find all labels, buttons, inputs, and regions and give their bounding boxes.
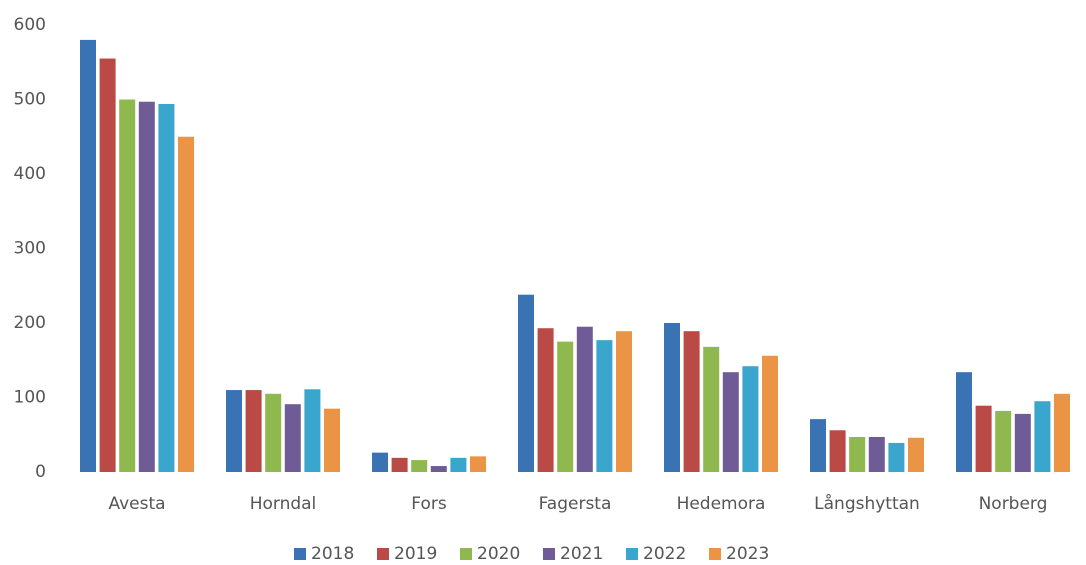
- legend-swatch: [460, 548, 472, 560]
- y-tick-label: 200: [14, 313, 46, 333]
- bar: [616, 331, 632, 472]
- y-tick-label: 300: [14, 239, 46, 259]
- bar: [868, 436, 885, 472]
- bar: [537, 328, 554, 472]
- bar: [742, 366, 759, 472]
- legend-swatch: [377, 548, 389, 560]
- bar: [518, 294, 534, 472]
- legend-swatch: [626, 548, 638, 560]
- bar: [1014, 413, 1031, 472]
- bar: [430, 466, 447, 472]
- bar: [245, 390, 262, 472]
- bar: [1034, 401, 1051, 472]
- y-tick-label: 500: [14, 90, 46, 110]
- x-tick-label: Långshyttan: [814, 493, 920, 514]
- bar: [810, 419, 826, 472]
- bar: [995, 410, 1012, 472]
- bar: [1054, 393, 1070, 472]
- bar: [226, 390, 242, 472]
- y-tick-label: 0: [35, 462, 46, 482]
- bar: [596, 340, 613, 472]
- x-tick-label: Avesta: [108, 494, 165, 514]
- bar: [411, 460, 428, 472]
- bar: [908, 437, 924, 472]
- bar: [722, 372, 739, 472]
- bar: [664, 323, 680, 472]
- legend-label: 2021: [560, 544, 603, 564]
- x-tick-label: Hedemora: [677, 494, 766, 514]
- bar: [80, 39, 96, 473]
- bar: [683, 331, 700, 472]
- bar: [576, 326, 593, 472]
- bar: [703, 346, 720, 472]
- bar: [119, 99, 136, 472]
- legend-label: 2023: [726, 544, 769, 564]
- bar: [304, 389, 321, 472]
- bar: [372, 452, 388, 472]
- bar: [829, 430, 846, 472]
- bar: [99, 58, 116, 473]
- legend-label: 2020: [477, 544, 520, 564]
- legend-label: 2019: [394, 544, 437, 564]
- legend-swatch: [709, 548, 721, 560]
- legend-label: 2022: [643, 544, 686, 564]
- bar: [975, 405, 992, 472]
- legend-swatch: [543, 548, 555, 560]
- bar: [284, 404, 301, 472]
- bar: [557, 341, 574, 472]
- bar: [391, 457, 408, 472]
- legend-swatch: [294, 548, 306, 560]
- bar: [762, 355, 778, 472]
- bar: [450, 457, 467, 472]
- bar: [888, 442, 905, 472]
- x-tick-label: Horndal: [250, 494, 317, 514]
- x-tick-label: Fors: [411, 494, 447, 514]
- bar: [849, 436, 866, 472]
- bar: [138, 101, 155, 473]
- x-tick-label: Fagersta: [539, 494, 612, 514]
- bar: [265, 393, 282, 472]
- bar: [470, 456, 486, 472]
- legend-label: 2018: [311, 544, 354, 564]
- y-tick-label: 400: [14, 164, 46, 184]
- bar: [324, 408, 340, 472]
- bar: [178, 136, 194, 472]
- bar: [158, 103, 175, 472]
- y-tick-label: 600: [14, 15, 46, 35]
- y-tick-label: 100: [14, 388, 46, 408]
- bar: [956, 372, 972, 472]
- x-tick-label: Norberg: [979, 494, 1048, 514]
